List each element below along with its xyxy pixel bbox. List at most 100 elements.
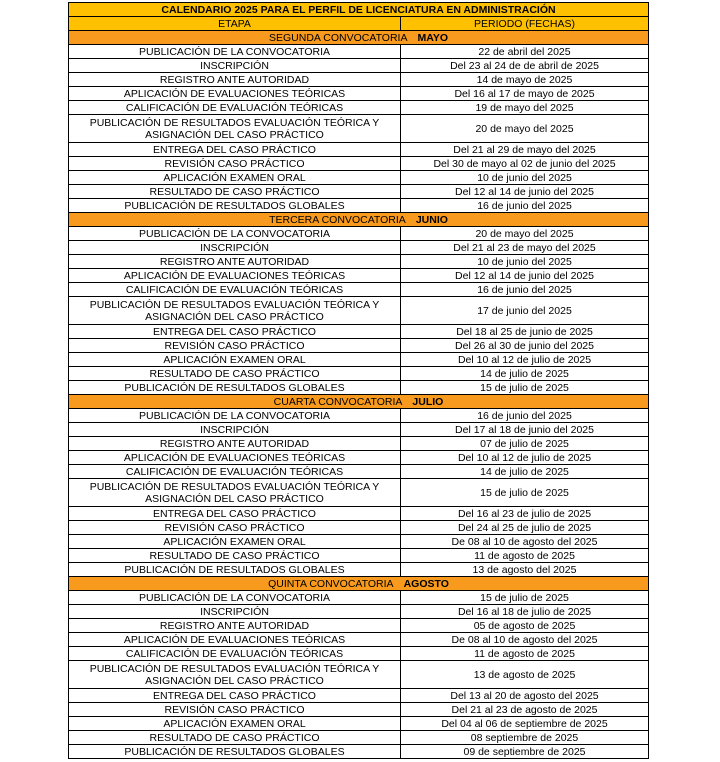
period-cell: Del 04 al 06 de septiembre de 2025 [399,716,650,731]
period-cell: Del 17 al 18 de junio del 2025 [399,422,650,437]
table-row: PUBLICACIÓN DE RESULTADOS GLOBALES 16 de … [68,198,650,213]
period-cell: 13 de agosto de 2025 [399,660,650,689]
period-cell: 22 de abril del 2025 [399,44,650,59]
period-cell: 16 de junio del 2025 [399,198,650,213]
table-row: RESULTADO DE CASO PRÁCTICO 14 de julio de… [68,366,650,381]
table-row: INSCRIPCIÓN Del 23 al 24 de de abril de 2… [68,58,650,73]
period-cell: 07 de julio de 2025 [399,436,650,451]
period-cell: Del 26 al 30 de junio del 2025 [399,338,650,353]
section-name: CUARTA CONVOCATORIA [273,395,403,408]
period-cell: Del 24 al 25 de julio de 2025 [399,520,650,535]
period-cell: 15 de julio de 2025 [399,590,650,605]
stage-cell: REVISIÓN CASO PRÁCTICO [68,156,401,171]
table-row: REVISIÓN CASO PRÁCTICO Del 30 de mayo al … [68,156,650,171]
stage-cell: REVISIÓN CASO PRÁCTICO [68,520,401,535]
table-row: CALIFICACIÓN DE EVALUACIÓN TEÓRICAS 16 de… [68,282,650,297]
table-row: REGISTRO ANTE AUTORIDAD 05 de agosto de 2… [68,618,650,633]
table-row: APLICACIÓN DE EVALUACIONES TEÓRICAS De 08… [68,632,650,647]
period-cell: De 08 al 10 de agosto del 2025 [399,632,650,647]
period-cell: Del 10 al 12 de julio de 2025 [399,450,650,465]
stage-cell: CALIFICACIÓN DE EVALUACIÓN TEÓRICAS [68,646,401,661]
section-name: TERCERA CONVOCATORIA [269,213,406,226]
table-row: PUBLICACIÓN DE LA CONVOCATORIA 22 de abri… [68,44,650,59]
section-header: CUARTA CONVOCATORIA JULIO [67,394,650,409]
period-cell: 14 de julio de 2025 [399,464,650,479]
stage-cell: APLICACIÓN EXAMEN ORAL [68,352,401,367]
table-row: APLICACIÓN EXAMEN ORAL Del 10 al 12 de ju… [68,352,650,367]
table-row: RESULTADO DE CASO PRÁCTICO 08 septiembre … [68,730,650,745]
period-cell: 14 de julio de 2025 [399,366,650,381]
period-cell: 20 de mayo del 2025 [399,114,650,143]
period-cell: Del 21 al 23 de mayo del 2025 [399,240,650,255]
stage-cell: APLICACIÓN DE EVALUACIONES TEÓRICAS [68,86,401,101]
period-cell: 10 de junio del 2025 [399,170,650,185]
stage-cell: CALIFICACIÓN DE EVALUACIÓN TEÓRICAS [68,464,401,479]
period-cell: Del 13 al 20 de agosto del 2025 [399,688,650,703]
period-cell: 16 de junio del 2025 [399,282,650,297]
table-row: PUBLICACIÓN DE RESULTADOS EVALUACIÓN TEÓ… [68,114,650,143]
table-row: REVISIÓN CASO PRÁCTICO Del 21 al 23 de ag… [68,702,650,717]
period-cell: Del 16 al 18 de julio de 2025 [399,604,650,619]
stage-cell: PUBLICACIÓN DE LA CONVOCATORIA [68,408,401,423]
stage-cell: APLICACIÓN DE EVALUACIONES TEÓRICAS [68,268,401,283]
stage-cell: PUBLICACIÓN DE LA CONVOCATORIA [68,44,401,59]
table-row: ENTREGA DEL CASO PRÁCTICO Del 18 al 25 de… [68,324,650,339]
period-cell: 08 septiembre de 2025 [399,730,650,745]
table-row: REGISTRO ANTE AUTORIDAD 07 de julio de 20… [68,436,650,451]
stage-cell: CALIFICACIÓN DE EVALUACIÓN TEÓRICAS [68,100,401,115]
table-row: REGISTRO ANTE AUTORIDAD 10 de junio del 2… [68,254,650,269]
table-row: PUBLICACIÓN DE RESULTADOS GLOBALES 13 de … [68,562,650,577]
header-row: ETAPA PERIODO (FECHAS) [68,16,650,31]
table-row: INSCRIPCIÓN Del 17 al 18 de junio del 202… [68,422,650,437]
period-cell: Del 30 de mayo al 02 de junio del 2025 [399,156,650,171]
table-row: INSCRIPCIÓN Del 21 al 23 de mayo del 2025 [68,240,650,255]
stage-cell: PUBLICACIÓN DE LA CONVOCATORIA [68,226,401,241]
table-row: APLICACIÓN DE EVALUACIONES TEÓRICAS Del 1… [68,86,650,101]
table-row: PUBLICACIÓN DE RESULTADOS EVALUACIÓN TEÓ… [68,478,650,507]
stage-cell: INSCRIPCIÓN [68,422,401,437]
period-cell: Del 12 al 14 de junio del 2025 [399,184,650,199]
table-row: PUBLICACIÓN DE LA CONVOCATORIA 16 de juni… [68,408,650,423]
table-row: CALIFICACIÓN DE EVALUACIÓN TEÓRICAS 11 de… [68,646,650,661]
section-name: QUINTA CONVOCATORIA [268,577,394,590]
table-title: CALENDARIO 2025 PARA EL PERFIL DE LICENC… [67,2,650,17]
calendar-table: CALENDARIO 2025 PARA EL PERFIL DE LICENC… [67,2,650,759]
table-row: CALIFICACIÓN DE EVALUACIÓN TEÓRICAS 19 de… [68,100,650,115]
section-month: JUNIO [415,213,448,226]
period-cell: 11 de agosto de 2025 [399,548,650,563]
stage-cell: CALIFICACIÓN DE EVALUACIÓN TEÓRICAS [68,282,401,297]
section-month: MAYO [417,31,449,44]
header-period: PERIODO (FECHAS) [399,16,650,31]
period-cell: 15 de julio de 2025 [399,478,650,507]
title-row: CALENDARIO 2025 PARA EL PERFIL DE LICENC… [67,2,650,17]
section-month: AGOSTO [403,577,449,590]
period-cell: Del 16 al 23 de julio de 2025 [399,506,650,521]
stage-cell: INSCRIPCIÓN [68,240,401,255]
stage-cell: APLICACIÓN EXAMEN ORAL [68,716,401,731]
section-row: CUARTA CONVOCATORIA JULIO [67,394,650,409]
stage-cell: ENTREGA DEL CASO PRÁCTICO [68,142,401,157]
stage-cell: INSCRIPCIÓN [68,604,401,619]
stage-cell: INSCRIPCIÓN [68,58,401,73]
period-cell: 17 de junio del 2025 [399,296,650,325]
period-cell: Del 12 al 14 de junio del 2025 [399,268,650,283]
table-row: PUBLICACIÓN DE LA CONVOCATORIA 20 de mayo… [68,226,650,241]
period-cell: De 08 al 10 de agosto del 2025 [399,534,650,549]
stage-cell: RESULTADO DE CASO PRÁCTICO [68,184,401,199]
period-cell: 19 de mayo del 2025 [399,100,650,115]
stage-cell: PUBLICACIÓN DE RESULTADOS GLOBALES [68,562,401,577]
period-cell: 10 de junio del 2025 [399,254,650,269]
stage-cell: APLICACIÓN DE EVALUACIONES TEÓRICAS [68,632,401,647]
table-row: REVISIÓN CASO PRÁCTICO Del 26 al 30 de ju… [68,338,650,353]
table-row: APLICACIÓN EXAMEN ORAL Del 04 al 06 de se… [68,716,650,731]
stage-cell: PUBLICACIÓN DE RESULTADOS GLOBALES [68,744,401,759]
period-cell: Del 23 al 24 de de abril de 2025 [399,58,650,73]
table-row: RESULTADO DE CASO PRÁCTICO Del 12 al 14 d… [68,184,650,199]
period-cell: 05 de agosto de 2025 [399,618,650,633]
period-cell: 16 de junio del 2025 [399,408,650,423]
stage-cell: ENTREGA DEL CASO PRÁCTICO [68,324,401,339]
period-cell: Del 21 al 29 de mayo del 2025 [399,142,650,157]
table-row: ENTREGA DEL CASO PRÁCTICO Del 21 al 29 de… [68,142,650,157]
table-row: PUBLICACIÓN DE RESULTADOS GLOBALES 09 de … [68,744,650,759]
stage-cell: PUBLICACIÓN DE RESULTADOS EVALUACIÓN TEÓ… [68,296,401,325]
